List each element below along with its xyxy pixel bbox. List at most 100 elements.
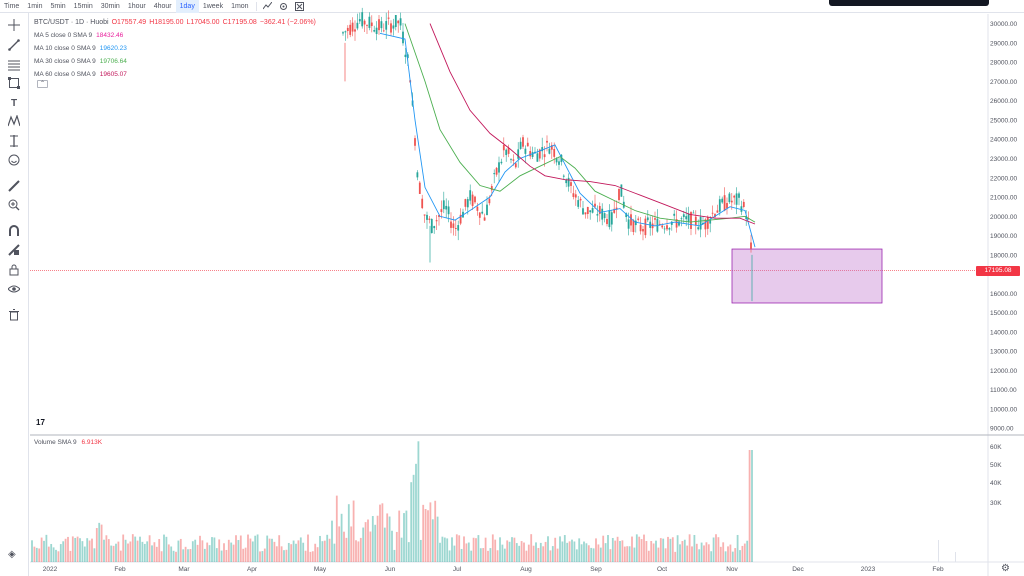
- volume-bar: [321, 541, 324, 562]
- volume-bar: [273, 541, 276, 562]
- candle-body: [390, 23, 392, 33]
- volume-bar: [655, 540, 657, 562]
- volume-value: 6.913K: [81, 439, 103, 446]
- volume-bar: [525, 550, 528, 562]
- settings-icon[interactable]: [278, 0, 290, 13]
- volume-bar: [731, 551, 734, 562]
- tf-1week[interactable]: 1week: [202, 2, 224, 10]
- fullscreen-icon[interactable]: [294, 0, 306, 13]
- tf-15min[interactable]: 15min: [73, 2, 93, 10]
- volume-bar: [537, 547, 540, 562]
- volume-bar: [717, 537, 720, 562]
- indicator-value: 19706.64: [99, 58, 127, 65]
- volume-bar: [148, 535, 151, 562]
- volume-bar: [187, 549, 189, 562]
- volume-bar: [405, 510, 408, 562]
- tf-1mon[interactable]: 1mon: [231, 2, 249, 10]
- volume-bar: [542, 546, 545, 562]
- volume-bar: [621, 540, 624, 562]
- time-tick-label: Mar: [178, 566, 190, 573]
- volume-bar: [547, 536, 549, 562]
- candle-body: [668, 228, 671, 230]
- indicator-ma10[interactable]: MA 10 close 0 SMA 9 19620.23: [34, 42, 316, 55]
- fib-icon[interactable]: [7, 58, 21, 72]
- volume-bar: [527, 544, 530, 562]
- candle-body: [440, 209, 443, 213]
- tf-time[interactable]: Time: [4, 2, 20, 10]
- candle-body: [483, 217, 486, 221]
- indicators-icon[interactable]: [262, 0, 274, 13]
- volume-bar: [715, 534, 717, 562]
- volume-bar: [393, 549, 396, 562]
- volume-bar: [463, 536, 465, 562]
- volume-bar: [88, 540, 91, 562]
- volume-bar: [592, 548, 595, 562]
- pattern-icon[interactable]: [7, 114, 21, 128]
- text-icon[interactable]: T: [10, 97, 18, 109]
- volume-bar: [523, 542, 525, 562]
- candle-body: [606, 219, 608, 225]
- symbol-label[interactable]: BTC/USDT · 1D · Huobi: [34, 19, 109, 26]
- tf-1hour[interactable]: 1hour: [127, 2, 146, 10]
- price-tick-label: 15000.00: [990, 310, 1017, 317]
- trendline-icon[interactable]: [7, 38, 21, 52]
- indicator-ma60[interactable]: MA 60 close 0 SMA 9 19605.07: [34, 68, 316, 81]
- magnet-icon[interactable]: [7, 224, 21, 238]
- tf-30min[interactable]: 30min: [100, 2, 120, 10]
- volume-bar: [379, 504, 381, 562]
- tf-1min[interactable]: 1min: [27, 2, 43, 10]
- volume-bar: [208, 545, 211, 562]
- layers-icon[interactable]: ◈: [8, 549, 16, 560]
- volume-bar: [650, 541, 653, 562]
- volume-bar: [719, 546, 722, 562]
- gear-icon[interactable]: ⚙: [1001, 563, 1010, 574]
- projection-icon[interactable]: [7, 134, 21, 148]
- volume-bar: [748, 450, 751, 562]
- volume-bar: [700, 542, 703, 562]
- candle-body: [414, 138, 416, 146]
- volume-bar: [743, 543, 746, 562]
- volume-bar: [59, 544, 62, 562]
- volume-bar: [386, 513, 389, 562]
- indicator-ma30[interactable]: MA 30 close 0 SMA 9 19706.64: [34, 55, 316, 68]
- volume-bar: [143, 543, 146, 562]
- volume-legend[interactable]: Volume SMA 9 6.913K: [34, 439, 102, 446]
- volume-bar: [484, 537, 487, 562]
- volume-bar: [371, 516, 374, 562]
- tf-5min[interactable]: 5min: [50, 2, 66, 10]
- volume-bar: [455, 534, 458, 562]
- ruler-icon[interactable]: [7, 179, 21, 193]
- candle-body: [478, 212, 481, 218]
- crosshair-icon[interactable]: [7, 18, 21, 32]
- emoji-icon[interactable]: [7, 153, 21, 167]
- toolbar-divider: [255, 1, 257, 11]
- trash-icon[interactable]: [7, 308, 21, 322]
- eye-icon[interactable]: [7, 282, 21, 296]
- volume-bar: [571, 539, 573, 562]
- tf-1day[interactable]: 1day: [175, 0, 199, 13]
- volume-bar: [124, 539, 127, 562]
- collapse-legend-button[interactable]: ⌃: [37, 80, 48, 88]
- volume-bar: [309, 551, 312, 562]
- volume-bar: [467, 542, 470, 562]
- tradingview-logo[interactable]: 17: [36, 418, 45, 427]
- volume-bar: [703, 545, 705, 562]
- rectangle-icon[interactable]: [7, 76, 21, 90]
- candle-body: [406, 54, 409, 58]
- volume-bar: [331, 520, 333, 562]
- zoom-icon[interactable]: [7, 198, 21, 212]
- account-panel[interactable]: [829, 0, 989, 6]
- volume-bar: [105, 535, 108, 562]
- volume-bar: [671, 537, 674, 562]
- candle-body: [584, 212, 587, 215]
- lock-icon[interactable]: [7, 263, 21, 277]
- lock-drawing-icon[interactable]: [7, 243, 21, 257]
- volume-bar: [319, 535, 321, 562]
- time-tick-label: 2023: [861, 566, 876, 573]
- time-tick-label: Feb: [114, 566, 126, 573]
- candle-body: [750, 242, 752, 249]
- tf-4hour[interactable]: 4hour: [153, 2, 172, 10]
- time-tick-label: Feb: [932, 566, 944, 573]
- indicator-ma5[interactable]: MA 5 close 0 SMA 9 18432.46: [34, 29, 316, 42]
